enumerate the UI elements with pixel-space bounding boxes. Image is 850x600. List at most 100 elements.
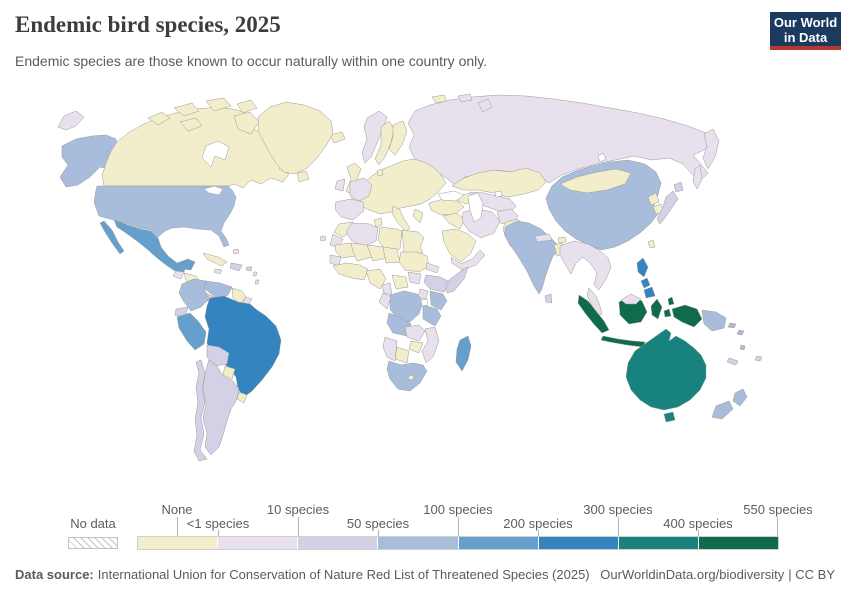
country-ethiopia[interactable] bbox=[423, 274, 451, 293]
country-argentina[interactable] bbox=[202, 359, 240, 456]
country-solomon-islands-1[interactable] bbox=[727, 322, 737, 329]
country-arctic-4[interactable] bbox=[236, 99, 258, 114]
country-south-africa[interactable] bbox=[386, 360, 428, 392]
country-north-korea[interactable] bbox=[647, 192, 660, 206]
country-philippines-mindanao[interactable] bbox=[643, 286, 656, 299]
country-arctic-1[interactable] bbox=[147, 111, 171, 126]
country-chile[interactable] bbox=[193, 359, 208, 462]
country-japan-hokkaido[interactable] bbox=[673, 181, 684, 193]
country-ireland[interactable] bbox=[334, 178, 346, 192]
country-yemen-oman[interactable] bbox=[450, 249, 486, 271]
country-hispaniola[interactable] bbox=[229, 262, 243, 272]
country-zambia[interactable] bbox=[404, 324, 426, 342]
country-libya[interactable] bbox=[377, 226, 403, 252]
country-malaysia-borneo[interactable] bbox=[620, 293, 642, 305]
country-sri-lanka[interactable] bbox=[544, 293, 553, 304]
country-indonesia-java[interactable] bbox=[600, 335, 646, 348]
country-iceland[interactable] bbox=[329, 131, 346, 144]
country-novaya-zemlya[interactable] bbox=[477, 98, 493, 113]
country-franz-josef[interactable] bbox=[457, 93, 473, 103]
country-mongolia[interactable] bbox=[559, 168, 632, 194]
country-brazil[interactable] bbox=[204, 295, 282, 398]
legend-segment-100[interactable] bbox=[457, 537, 538, 549]
country-west-africa-coast[interactable] bbox=[332, 262, 369, 281]
country-arctic-baffin[interactable] bbox=[233, 111, 260, 135]
country-egypt[interactable] bbox=[401, 229, 425, 254]
legend-segment-200[interactable] bbox=[537, 537, 618, 549]
country-denmark[interactable] bbox=[376, 168, 384, 177]
country-newfoundland[interactable] bbox=[296, 170, 310, 183]
country-solomon-islands-2[interactable] bbox=[736, 329, 745, 336]
legend-segment-none[interactable] bbox=[138, 537, 218, 549]
country-bolivia[interactable] bbox=[206, 344, 230, 367]
country-lesser-antilles-2[interactable] bbox=[254, 279, 260, 285]
country-lesotho[interactable] bbox=[407, 374, 415, 381]
country-italy[interactable] bbox=[391, 205, 411, 233]
country-australia[interactable] bbox=[625, 328, 707, 411]
footer-url-link[interactable]: OurWorldinData.org/biodiversity bbox=[600, 567, 785, 582]
country-russia-kamchatka[interactable] bbox=[702, 128, 720, 170]
country-norway[interactable] bbox=[361, 110, 388, 164]
country-russia[interactable] bbox=[407, 94, 713, 186]
country-greece[interactable] bbox=[412, 208, 424, 224]
country-sweden[interactable] bbox=[374, 120, 395, 166]
legend-no-data-swatch[interactable] bbox=[68, 537, 118, 549]
country-philippines-visayas[interactable] bbox=[640, 277, 651, 289]
country-taiwan[interactable] bbox=[647, 239, 656, 249]
country-colombia[interactable] bbox=[178, 278, 210, 312]
country-sudan[interactable] bbox=[398, 251, 430, 273]
country-france[interactable] bbox=[349, 177, 373, 202]
country-mozambique[interactable] bbox=[421, 326, 440, 364]
country-central-african-republic[interactable] bbox=[391, 274, 409, 290]
country-mali[interactable] bbox=[350, 242, 373, 262]
country-guyana-suriname[interactable] bbox=[231, 287, 247, 305]
country-arctic-victoria[interactable] bbox=[179, 117, 203, 132]
country-indonesia-sumatra[interactable] bbox=[577, 294, 610, 334]
country-se-asia-mainland[interactable] bbox=[559, 240, 612, 291]
country-vanuatu[interactable] bbox=[739, 344, 746, 351]
legend-segment-10[interactable] bbox=[297, 537, 378, 549]
country-jamaica[interactable] bbox=[213, 268, 223, 275]
country-somalia[interactable] bbox=[445, 266, 469, 294]
country-russia-sakhalin[interactable] bbox=[692, 164, 703, 190]
country-eritrea[interactable] bbox=[425, 262, 440, 274]
country-puerto-rico[interactable] bbox=[245, 266, 253, 272]
country-iraq-syria[interactable] bbox=[442, 212, 466, 230]
country-greenland[interactable] bbox=[257, 101, 334, 175]
country-peru[interactable] bbox=[176, 312, 207, 351]
country-philippines-luzon[interactable] bbox=[636, 257, 649, 278]
country-mexico-baja[interactable] bbox=[99, 220, 125, 255]
country-dr-congo[interactable] bbox=[389, 290, 424, 323]
country-tunisia[interactable] bbox=[373, 217, 383, 228]
country-saudi-arabia[interactable] bbox=[441, 228, 477, 263]
country-finland[interactable] bbox=[388, 120, 408, 156]
country-australia-tasmania[interactable] bbox=[663, 411, 676, 423]
country-fiji[interactable] bbox=[754, 355, 763, 362]
country-indonesia-sulawesi[interactable] bbox=[650, 298, 663, 320]
legend-segment-300[interactable] bbox=[617, 537, 698, 549]
country-indonesia-west-papua[interactable] bbox=[671, 304, 703, 328]
country-iran[interactable] bbox=[461, 208, 501, 239]
country-iberia[interactable] bbox=[334, 198, 365, 221]
country-paraguay[interactable] bbox=[222, 365, 236, 380]
country-canary-islands[interactable] bbox=[319, 235, 327, 242]
country-papua-new-guinea[interactable] bbox=[701, 309, 727, 332]
country-algeria[interactable] bbox=[345, 222, 379, 248]
country-madagascar[interactable] bbox=[455, 335, 472, 372]
country-zimbabwe[interactable] bbox=[408, 340, 424, 354]
country-cuba[interactable] bbox=[202, 252, 228, 267]
country-mexico-yucatan[interactable] bbox=[176, 258, 196, 271]
country-congo-gabon[interactable] bbox=[378, 292, 392, 310]
country-senegal[interactable] bbox=[329, 254, 342, 267]
country-svalbard[interactable] bbox=[431, 94, 448, 104]
footer-license[interactable]: | CC BY bbox=[788, 567, 835, 582]
country-kazakhstan[interactable] bbox=[451, 167, 547, 198]
country-tanzania[interactable] bbox=[422, 304, 442, 327]
legend-segment-400[interactable] bbox=[697, 537, 778, 549]
country-new-zealand-south[interactable] bbox=[711, 400, 734, 420]
country-nepal[interactable] bbox=[534, 233, 553, 243]
country-lesser-antilles-1[interactable] bbox=[252, 271, 258, 277]
legend-segment-lt1[interactable] bbox=[217, 537, 298, 549]
country-bahamas[interactable] bbox=[232, 248, 240, 255]
country-japan[interactable] bbox=[656, 190, 679, 225]
